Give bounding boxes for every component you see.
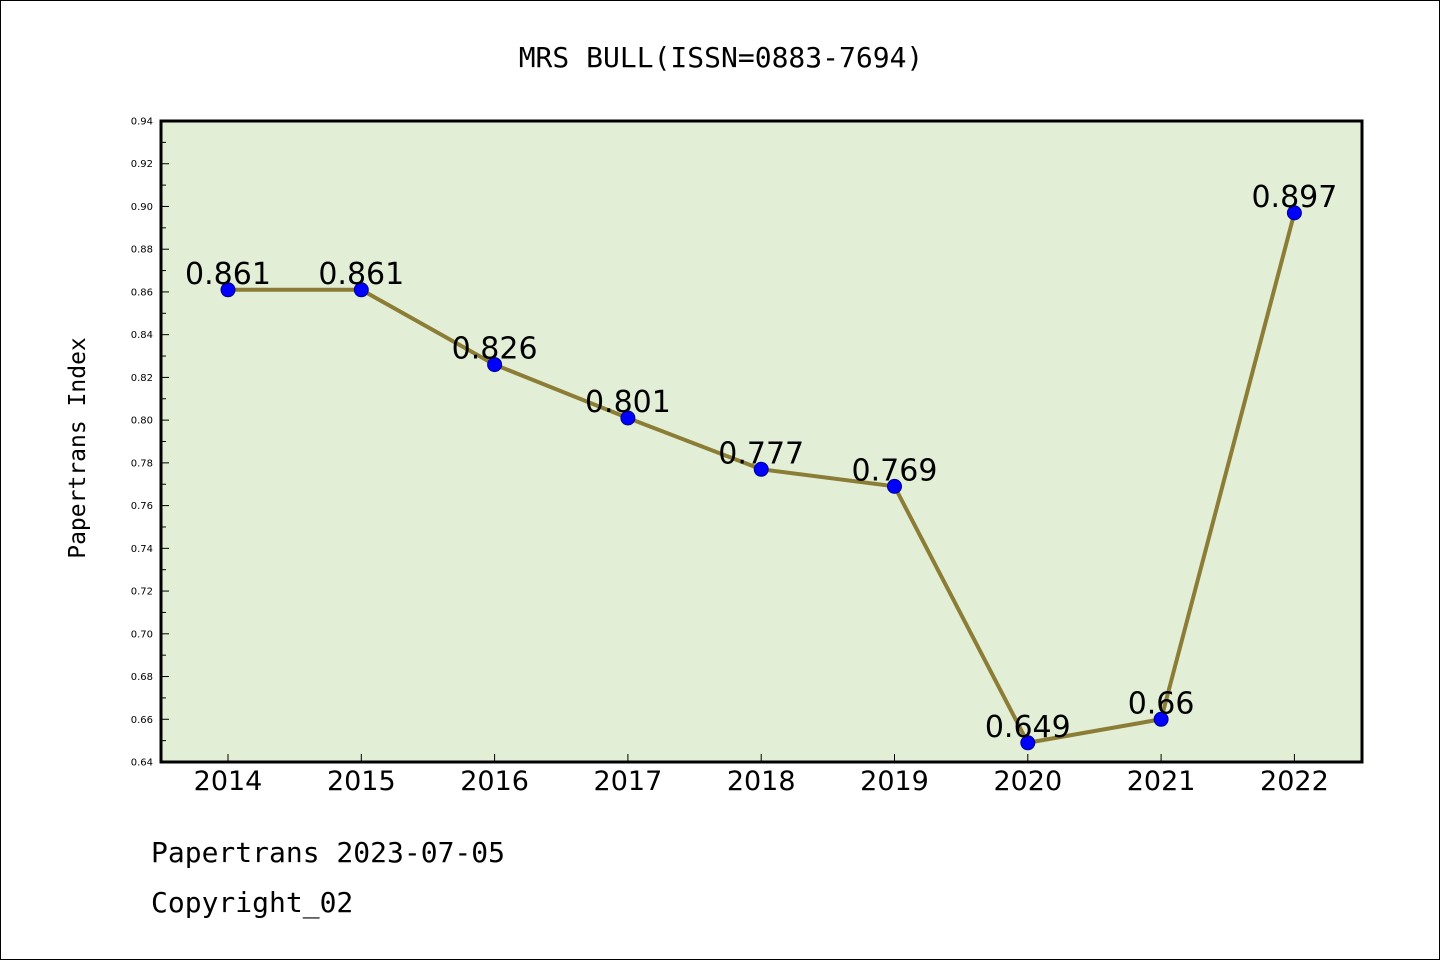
data-point [1020, 735, 1036, 751]
data-label: 0.897 [1251, 180, 1337, 215]
data-label: 0.649 [985, 710, 1071, 745]
data-point [220, 282, 236, 298]
x-tick-label: 2015 [327, 766, 396, 797]
y-tick-label: 0.74 [131, 544, 153, 555]
data-label: 0.801 [585, 385, 671, 420]
x-tick-label: 2016 [460, 766, 529, 797]
data-label: 0.861 [185, 257, 271, 292]
x-axis-ticks: 2014 2015 2016 2017 2018 2019 2020 2021 2022 [194, 754, 1329, 797]
chart-title: MRS BULL(ISSN=0883-7694) [519, 41, 924, 74]
data-label: 0.66 [1128, 686, 1195, 721]
x-tick-label: 2020 [993, 766, 1062, 797]
data-point [887, 478, 902, 494]
y-tick-label: 0.64 [131, 758, 153, 769]
y-tick-label: 0.84 [131, 330, 153, 341]
y-tick-label: 0.70 [131, 629, 153, 640]
y-tick-label: 0.78 [131, 458, 153, 469]
data-label: 0.861 [318, 257, 404, 292]
data-point [487, 357, 503, 373]
x-tick-label: 2017 [594, 766, 663, 797]
y-tick-label: 0.92 [131, 159, 153, 170]
y-axis-label: Papertrans Index [65, 337, 91, 559]
data-point [1153, 711, 1169, 727]
data-point [1286, 205, 1302, 221]
series-layer: 0.861 0.861 0.826 0.801 0.777 0.769 0.649 0.66 0… [185, 180, 1337, 751]
x-tick-label: 2022 [1260, 766, 1329, 797]
y-tick-label: 0.66 [131, 715, 153, 726]
y-tick-label: 0.68 [131, 672, 153, 683]
y-tick-label: 0.80 [131, 416, 153, 427]
x-tick-label: 2019 [860, 766, 929, 797]
footer-copyright: Copyright_02 [151, 886, 354, 919]
x-tick-label: 2014 [194, 766, 263, 797]
data-point [353, 282, 369, 298]
y-tick-label: 0.72 [131, 587, 153, 598]
data-label: 0.777 [718, 436, 804, 471]
y-tick-label: 0.82 [131, 373, 153, 384]
plot-frame [159, 119, 1364, 764]
data-point [753, 461, 769, 477]
data-point [620, 410, 636, 426]
y-tick-label: 0.94 [131, 117, 153, 128]
y-tick-label: 0.86 [131, 287, 153, 298]
footer-source-date: Papertrans 2023-07-05 [151, 836, 506, 869]
x-tick-label: 2018 [727, 766, 796, 797]
y-tick-label: 0.88 [131, 245, 153, 256]
y-tick-label: 0.90 [131, 202, 153, 213]
data-label: 0.769 [852, 453, 938, 488]
y-tick-label: 0.76 [131, 501, 153, 512]
plot-area [161, 121, 1362, 762]
data-label: 0.826 [452, 332, 538, 367]
x-tick-label: 2021 [1127, 766, 1196, 797]
